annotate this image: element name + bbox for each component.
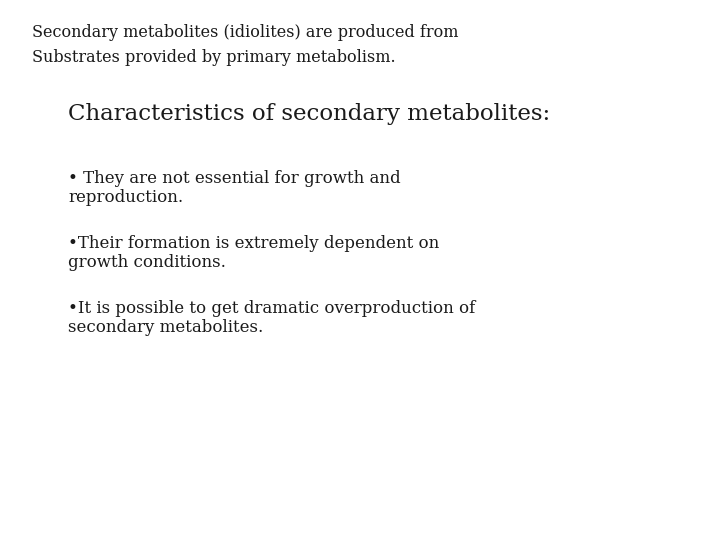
Text: Characteristics of secondary metabolites:: Characteristics of secondary metabolites…: [68, 103, 551, 125]
Text: •It is possible to get dramatic overproduction of: •It is possible to get dramatic overprod…: [68, 300, 476, 316]
Text: growth conditions.: growth conditions.: [68, 254, 226, 271]
Text: secondary metabolites.: secondary metabolites.: [68, 319, 264, 335]
Text: Substrates provided by primary metabolism.: Substrates provided by primary metabolis…: [32, 49, 396, 65]
Text: • They are not essential for growth and: • They are not essential for growth and: [68, 170, 401, 187]
Text: reproduction.: reproduction.: [68, 189, 184, 206]
Text: Secondary metabolites (idiolites) are produced from: Secondary metabolites (idiolites) are pr…: [32, 24, 459, 41]
Text: •Their formation is extremely dependent on: •Their formation is extremely dependent …: [68, 235, 440, 252]
